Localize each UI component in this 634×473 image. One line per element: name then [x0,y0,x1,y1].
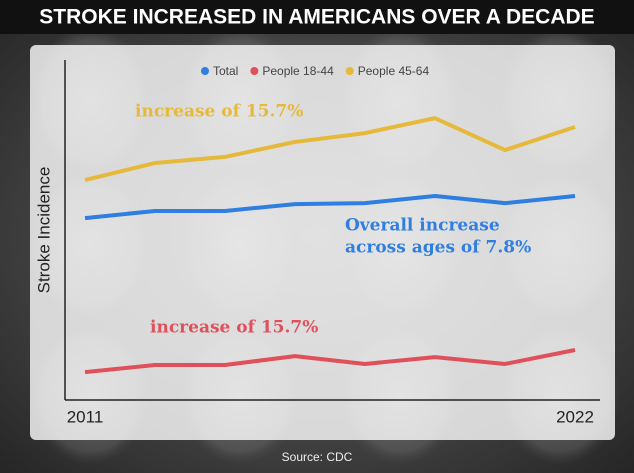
plot-panel [30,45,615,440]
source: Source: CDC [282,450,353,464]
series-line [84,348,576,375]
x-tick-label: 2011 [67,407,104,426]
annotation: increase of 15.7% [150,318,318,338]
title-bar [0,0,634,34]
series-line [84,194,576,221]
legend-label: Total [213,64,238,78]
legend-swatch [345,67,354,75]
annotation: across ages of 7.8% [345,238,531,258]
series-line [84,116,576,182]
x-tick-label: 2022 [556,407,594,426]
legend-label: People 45-64 [358,64,430,78]
legend-swatch [201,67,209,75]
annotation: increase of 15.7% [135,102,303,122]
legend-label: People 18-44 [262,64,334,78]
legend-swatch [250,67,259,75]
y-axis-label: Stroke Incidence [34,167,53,294]
chart-title: STROKE INCREASED IN AMERICANS OVER A DEC… [39,6,594,29]
annotation: Overall increase [345,216,500,236]
